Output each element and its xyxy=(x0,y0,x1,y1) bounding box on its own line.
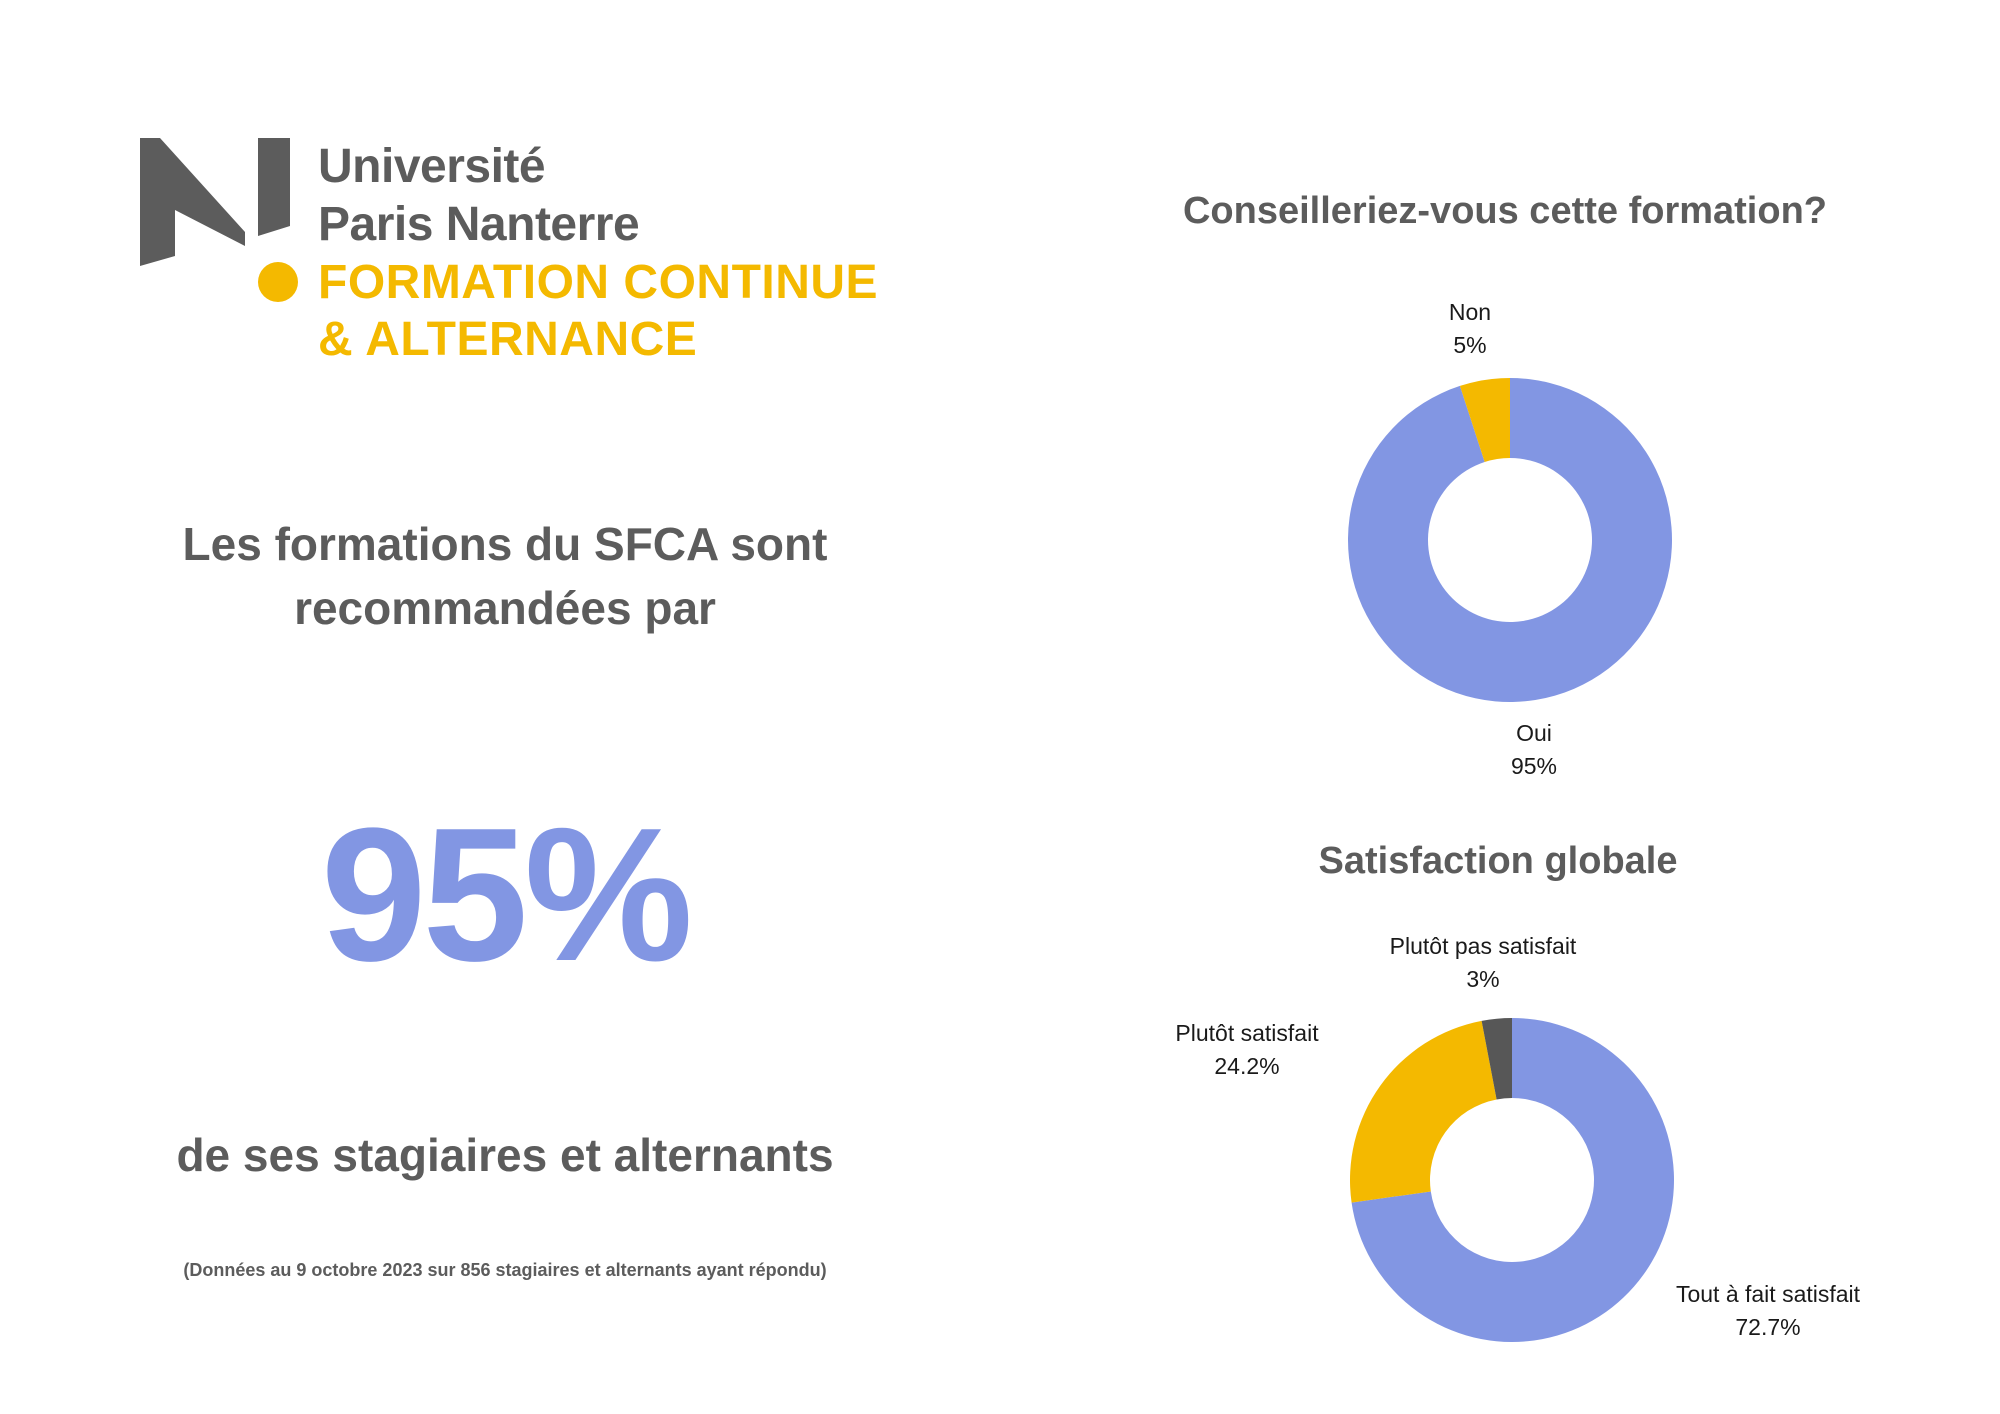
chart-2-slice-plut-t-satisfait xyxy=(1350,1020,1497,1203)
headline-line-2: recommandées par xyxy=(294,582,716,634)
chart-2-label-plutot-pas-name: Plutôt pas satisfait xyxy=(1389,933,1577,959)
logo-line-1: Université xyxy=(318,140,546,193)
chart-2-label-plutot-pas-value: 3% xyxy=(1466,966,1500,992)
headline: Les formations du SFCA sont recommandées… xyxy=(90,512,920,640)
chart-2-label-plutot-name: Plutôt satisfait xyxy=(1175,1020,1319,1046)
university-logo: Université Paris Nanterre FORMATION CONT… xyxy=(140,138,900,368)
chart-1-label-oui: Oui 95% xyxy=(1511,717,1557,783)
headline-line-1: Les formations du SFCA sont xyxy=(182,518,828,570)
yellow-dot-icon xyxy=(258,262,298,302)
logo-service-name: FORMATION CONTINUE & ALTERNANCE xyxy=(318,254,878,368)
chart-2-label-tout-a-fait-name: Tout à fait satisfait xyxy=(1675,1281,1861,1307)
chart-2-title: Satisfaction globale xyxy=(1318,840,1678,882)
chart-2-slice-plut-t-pas-satisfait xyxy=(1481,1018,1512,1100)
nanterre-logo-mark-icon xyxy=(140,138,290,266)
chart-1-label-oui-name: Oui xyxy=(1516,720,1552,746)
subline: de ses stagiaires et alternants xyxy=(176,1129,834,1181)
chart-1-label-non-name: Non xyxy=(1448,299,1492,325)
chart-2-slice-tout-fait-satisfait xyxy=(1351,1018,1674,1342)
chart-2-label-plutot-value: 24.2% xyxy=(1214,1053,1280,1079)
chart-1-label-oui-value: 95% xyxy=(1510,753,1558,779)
logo-line-4: & ALTERNANCE xyxy=(318,313,698,366)
chart-2-label-plutot-pas: Plutôt pas satisfait 3% xyxy=(1390,930,1577,996)
chart-2-label-tout-a-fait: Tout à fait satisfait 72.7% xyxy=(1676,1278,1860,1344)
chart-2-label-tout-a-fait-value: 72.7% xyxy=(1735,1314,1801,1340)
chart-1-label-non-value: 5% xyxy=(1453,332,1487,358)
logo-university-name: Université Paris Nanterre xyxy=(318,138,640,254)
logo-line-2: Paris Nanterre xyxy=(318,198,640,251)
chart-1-slice-oui xyxy=(1348,378,1672,702)
chart-1-slice-non xyxy=(1459,378,1510,463)
chart-1-label-non: Non 5% xyxy=(1449,296,1491,362)
logo-line-3: FORMATION CONTINUE xyxy=(318,256,879,309)
big-percentage: 95% xyxy=(320,789,693,1001)
chart-1-title: Conseilleriez-vous cette formation? xyxy=(1182,190,1827,232)
chart-2-label-plutot: Plutôt satisfait 24.2% xyxy=(1175,1017,1318,1083)
footnote: (Données au 9 octobre 2023 sur 856 stagi… xyxy=(183,1260,827,1280)
chart-1-donut xyxy=(1348,378,1672,702)
chart-2-donut xyxy=(1350,1018,1674,1342)
